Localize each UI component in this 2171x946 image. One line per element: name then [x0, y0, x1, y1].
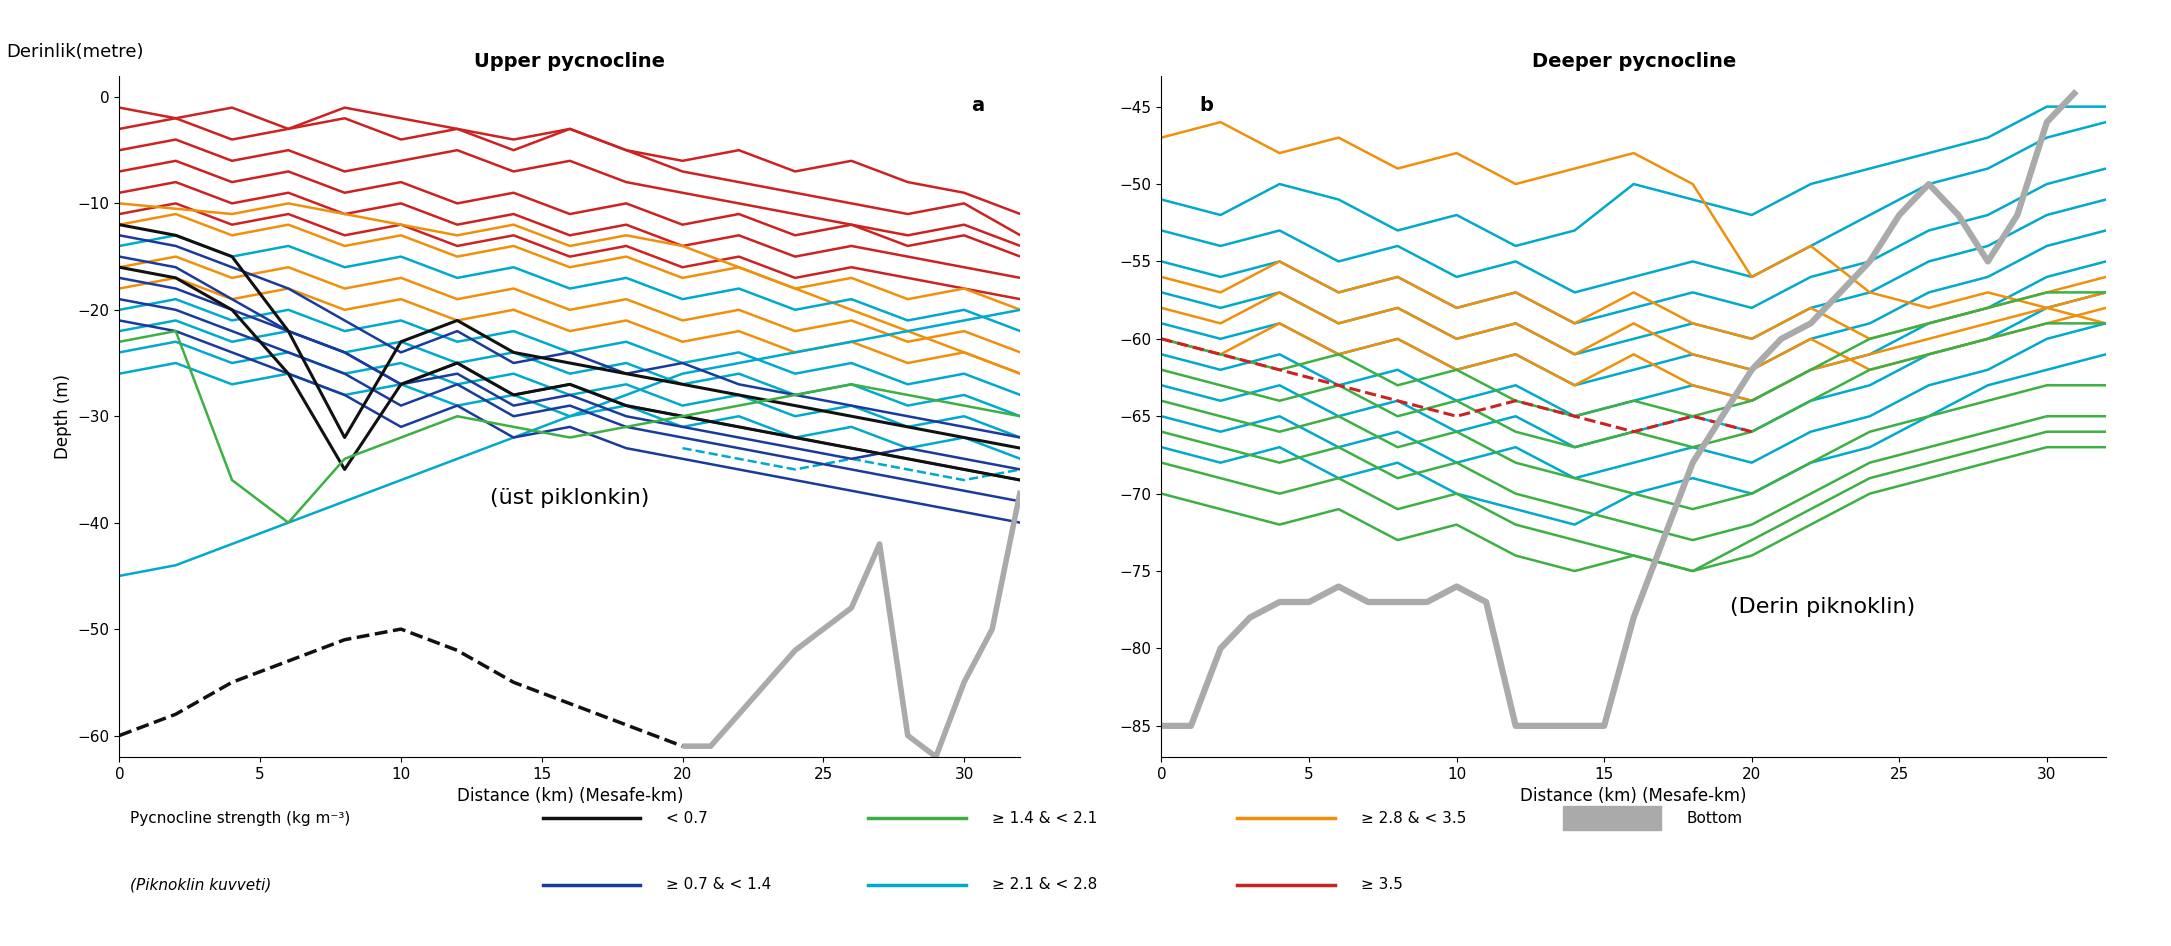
- Title: Upper pycnocline: Upper pycnocline: [475, 52, 664, 71]
- Text: b: b: [1198, 96, 1214, 115]
- Text: < 0.7: < 0.7: [666, 811, 708, 826]
- Text: ≥ 3.5: ≥ 3.5: [1361, 877, 1402, 892]
- Text: ≥ 2.8 & < 3.5: ≥ 2.8 & < 3.5: [1361, 811, 1468, 826]
- Text: ≥ 0.7 & < 1.4: ≥ 0.7 & < 1.4: [666, 877, 771, 892]
- Title: Deeper pycnocline: Deeper pycnocline: [1531, 52, 1737, 71]
- Text: (üst piklonkin): (üst piklonkin): [491, 488, 649, 508]
- Text: ≥ 1.4 & < 2.1: ≥ 1.4 & < 2.1: [992, 811, 1096, 826]
- Text: ≥ 2.1 & < 2.8: ≥ 2.1 & < 2.8: [992, 877, 1096, 892]
- Text: Bottom: Bottom: [1687, 811, 1743, 826]
- Text: Pycnocline strength (kg m⁻³): Pycnocline strength (kg m⁻³): [130, 811, 350, 826]
- X-axis label: Distance (km) (Mesafe-km): Distance (km) (Mesafe-km): [456, 787, 684, 805]
- Text: (Piknoklin kuvveti): (Piknoklin kuvveti): [130, 877, 271, 892]
- X-axis label: Distance (km) (Mesafe-km): Distance (km) (Mesafe-km): [1520, 787, 1748, 805]
- Text: (Derin piknoklin): (Derin piknoklin): [1730, 597, 1915, 617]
- Y-axis label: Depth (m): Depth (m): [54, 374, 72, 459]
- Text: a: a: [970, 96, 983, 115]
- Text: Derinlik(metre): Derinlik(metre): [7, 43, 143, 61]
